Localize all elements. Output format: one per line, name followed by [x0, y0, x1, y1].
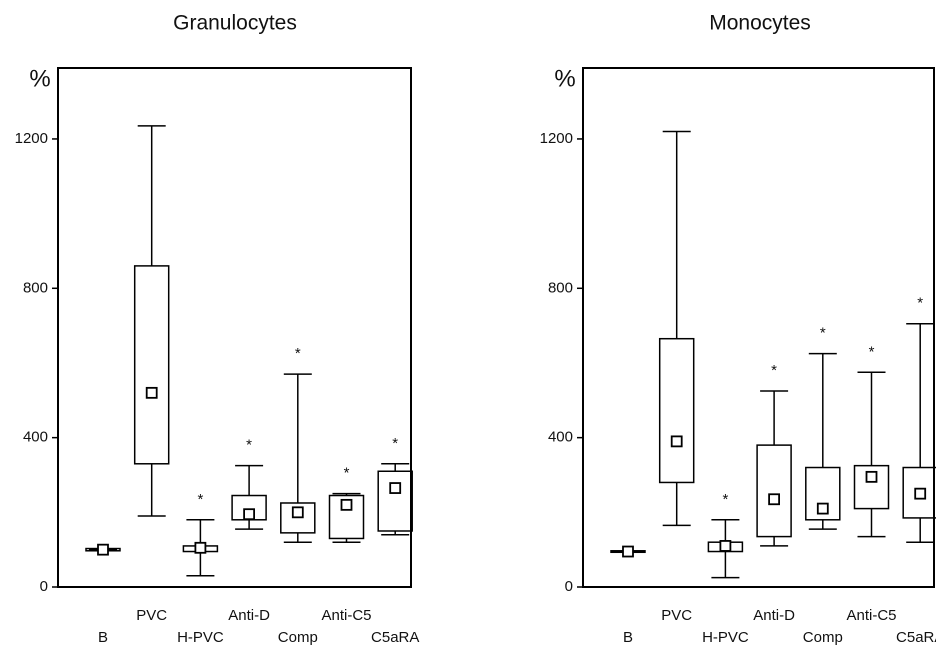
mean-marker	[291, 506, 304, 519]
box	[328, 494, 365, 540]
x-tick-label: C5aRA	[896, 629, 936, 646]
mean-marker	[865, 470, 878, 483]
y-tick-label: 800	[548, 279, 573, 296]
x-tick-label: B	[98, 629, 108, 646]
x-tick-label: Comp	[278, 629, 318, 646]
box	[133, 265, 170, 465]
y-tick-label: 400	[23, 429, 48, 446]
y-tick-label: 1200	[540, 130, 573, 147]
x-tick-label: PVC	[136, 607, 167, 624]
mean-marker	[914, 487, 927, 500]
y-tick-label: 0	[40, 578, 48, 595]
significance-mark: *	[344, 465, 350, 482]
box	[280, 502, 316, 534]
y-axis-label: %	[29, 65, 50, 92]
x-tick-label: Anti-C5	[846, 607, 896, 624]
x-tick-label: Anti-D	[228, 607, 270, 624]
x-tick-label: H-PVC	[702, 629, 749, 646]
mean-marker	[768, 493, 780, 506]
y-tick-label: 400	[548, 429, 573, 446]
mean-marker	[145, 386, 158, 399]
mean-marker	[340, 498, 353, 511]
chart-title: Granulocytes	[173, 12, 297, 35]
significance-mark: *	[246, 437, 252, 454]
box	[377, 470, 413, 532]
significance-mark: *	[392, 435, 398, 452]
plot-frame	[57, 67, 412, 588]
significance-mark: *	[820, 325, 826, 342]
mean-marker	[97, 543, 109, 556]
mean-marker	[719, 540, 732, 552]
box	[805, 466, 841, 521]
x-tick-label: H-PVC	[177, 629, 224, 646]
x-tick-label: PVC	[661, 607, 692, 624]
significance-mark: *	[771, 362, 777, 379]
plot-frame	[582, 67, 935, 588]
mean-marker	[243, 508, 256, 521]
box	[658, 337, 695, 484]
significance-mark: *	[197, 491, 203, 508]
x-tick-label: C5aRA	[371, 629, 419, 646]
x-tick-label: B	[623, 629, 633, 646]
x-tick-label: Comp	[803, 629, 843, 646]
chart-title: Monocytes	[709, 12, 811, 35]
x-tick-label: Anti-C5	[321, 607, 371, 624]
y-tick-label: 800	[23, 279, 48, 296]
significance-mark: *	[917, 295, 923, 312]
mean-marker	[389, 482, 402, 494]
mean-marker	[622, 545, 634, 558]
significance-mark: *	[295, 345, 301, 362]
significance-mark: *	[722, 491, 728, 508]
y-tick-label: 1200	[15, 130, 48, 147]
mean-marker	[816, 502, 829, 515]
box	[902, 466, 936, 519]
y-tick-label: 0	[565, 578, 573, 595]
box	[756, 444, 792, 538]
box	[853, 464, 890, 510]
significance-mark: *	[869, 343, 875, 360]
mean-marker	[194, 541, 207, 554]
mean-marker	[670, 435, 683, 448]
y-axis-label: %	[554, 65, 575, 92]
x-tick-label: Anti-D	[753, 607, 795, 624]
